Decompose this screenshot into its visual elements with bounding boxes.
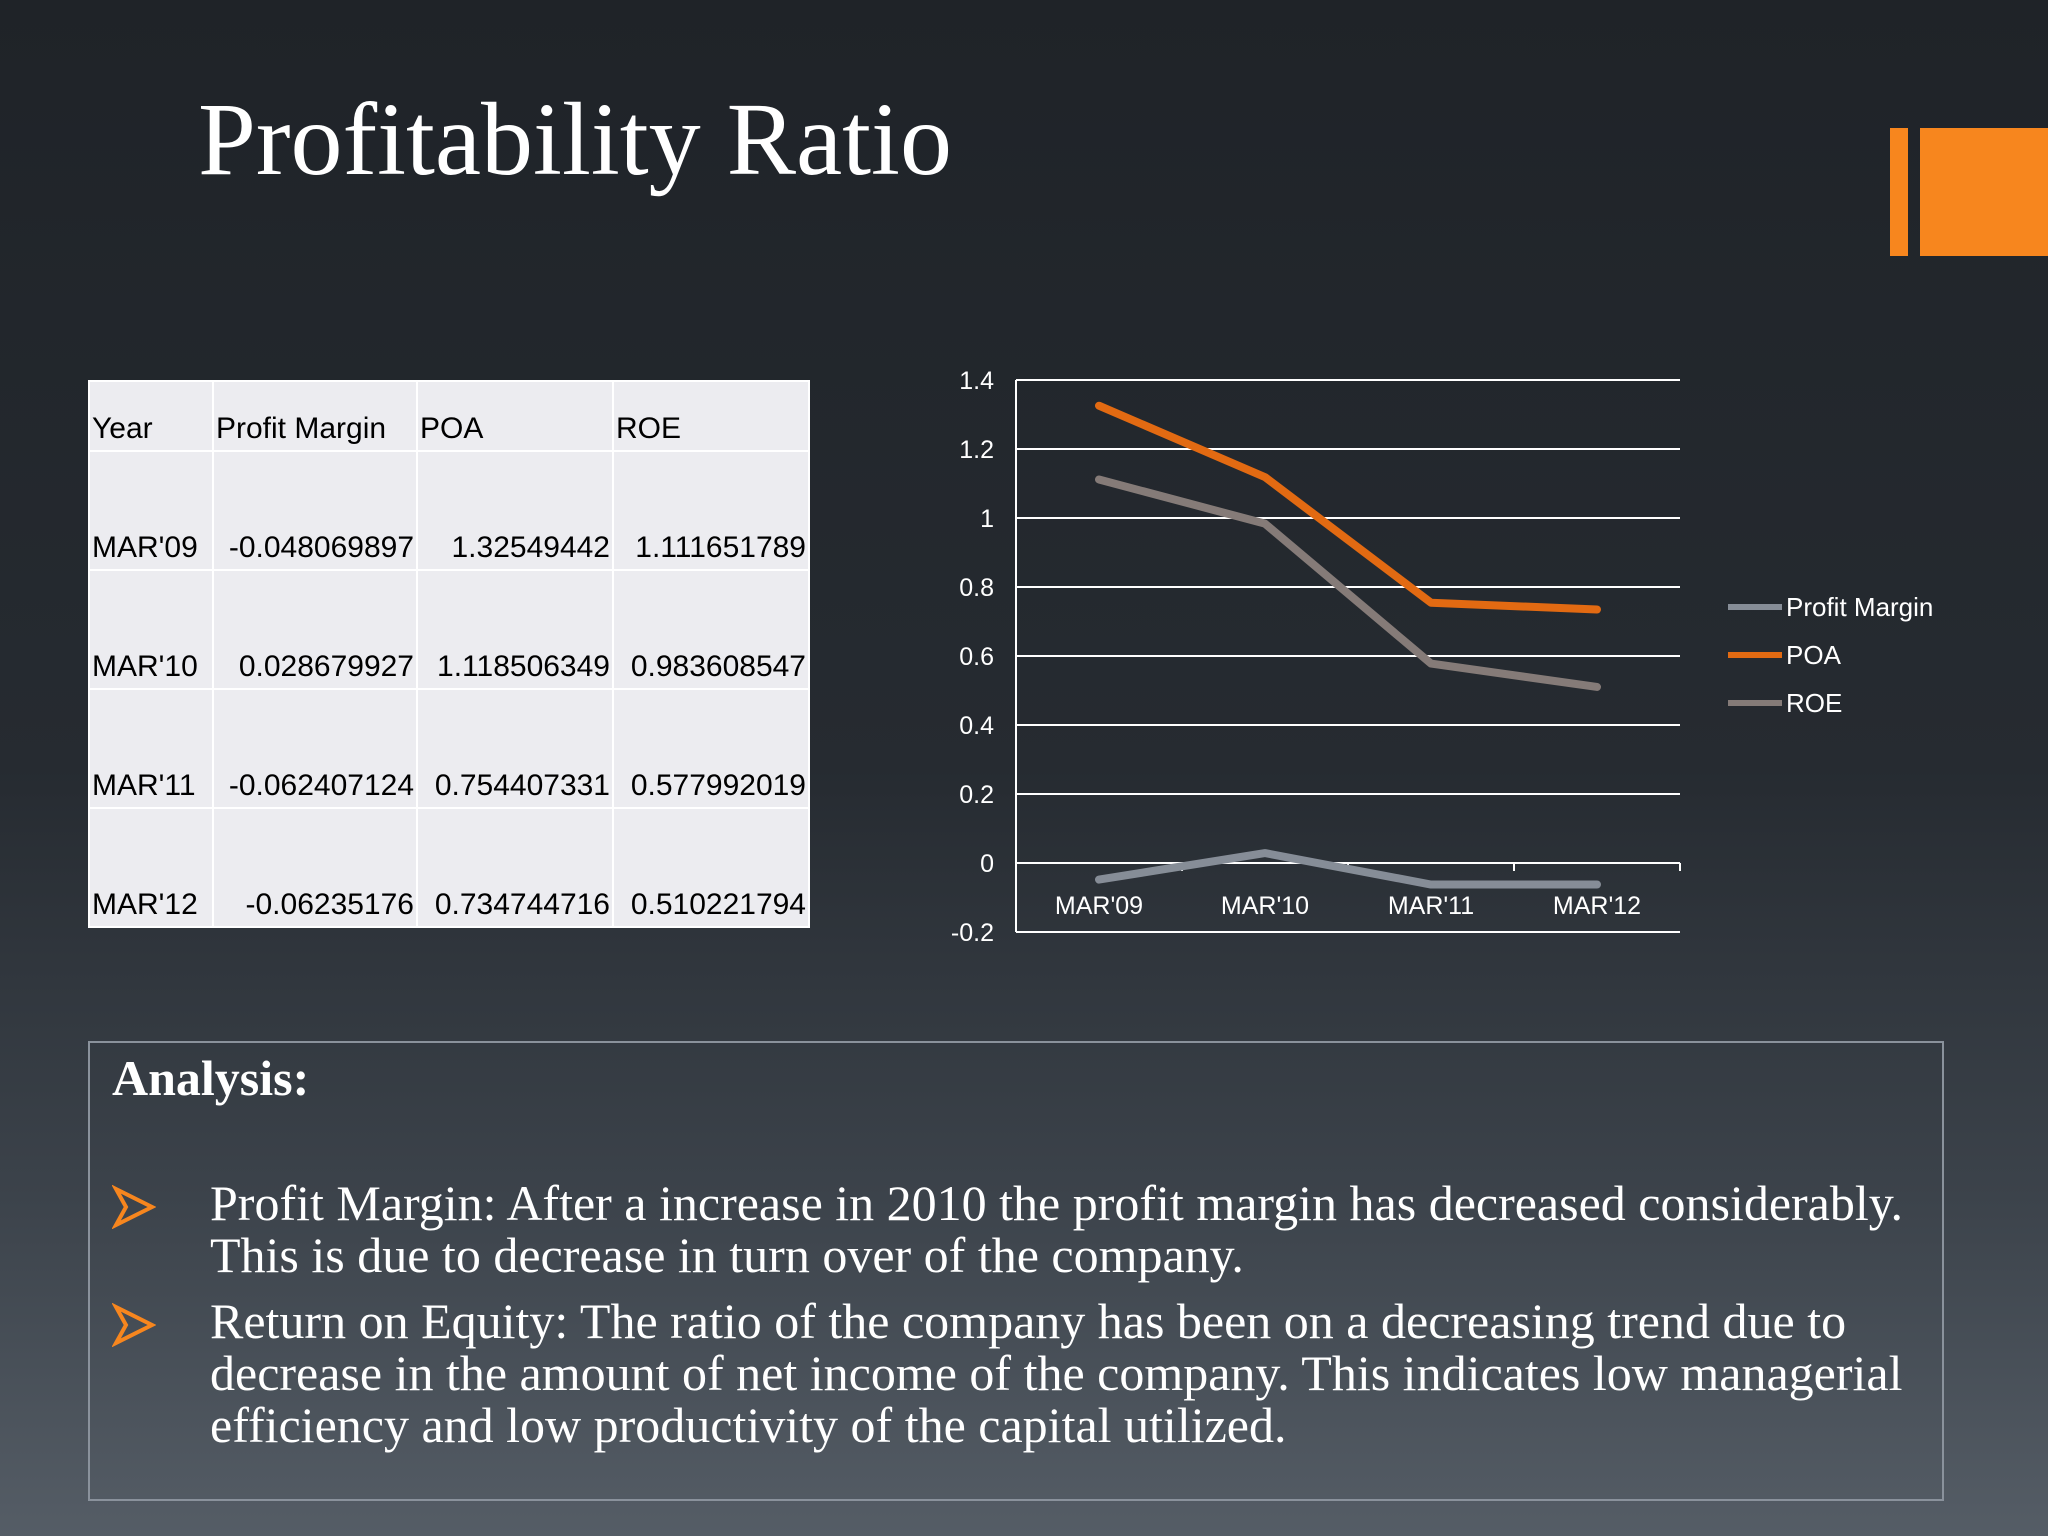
- x-tick-label: MAR'09: [1055, 892, 1143, 920]
- table-cell: -0.06235176: [212, 807, 418, 928]
- accent-bar: [1890, 128, 1908, 256]
- table-cell: 0.983608547: [612, 569, 810, 690]
- table-cell: 0.734744716: [416, 807, 614, 928]
- table-cell-year: MAR'09: [88, 450, 214, 571]
- table-cell-year: MAR'11: [88, 688, 214, 809]
- y-tick-label: 0.6: [959, 643, 994, 671]
- table-cell: 0.754407331: [416, 688, 614, 809]
- table-row: MAR'11 -0.062407124 0.754407331 0.577992…: [88, 688, 810, 809]
- table-header-cell: ROE: [612, 380, 810, 452]
- accent-block: [1920, 128, 2048, 256]
- series-line-profit-margin: [1095, 849, 1601, 889]
- table-cell: 1.32549442: [416, 450, 614, 571]
- table-cell-year: MAR'12: [88, 807, 214, 928]
- ratio-table: Year Profit Margin POA ROE MAR'09 -0.048…: [88, 380, 810, 928]
- slide-title: Profitability Ratio: [198, 82, 952, 197]
- table-cell-year: MAR'10: [88, 569, 214, 690]
- analysis-heading: Analysis:: [112, 1050, 310, 1106]
- table-cell: -0.062407124: [212, 688, 418, 809]
- legend-label: ROE: [1786, 688, 1842, 718]
- analysis-bullet: Return on Equity: The ratio of the compa…: [112, 1295, 1912, 1451]
- analysis-bullet-text: Return on Equity: The ratio of the compa…: [210, 1293, 1903, 1453]
- legend-label: POA: [1786, 640, 1842, 670]
- series-line-roe: [1095, 475, 1601, 691]
- y-tick-label: 1.4: [959, 367, 994, 395]
- arrow-bullet-icon: [112, 1185, 156, 1229]
- table-row: MAR'10 0.028679927 1.118506349 0.9836085…: [88, 569, 810, 690]
- y-tick-label: 0.8: [959, 574, 994, 602]
- table-header-cell: POA: [416, 380, 614, 452]
- analysis-bullet-text: Profit Margin: After a increase in 2010 …: [210, 1175, 1903, 1283]
- table-cell: 0.577992019: [612, 688, 810, 809]
- legend-label: Profit Margin: [1786, 592, 1933, 622]
- y-tick-label: 0.4: [959, 712, 994, 740]
- table-cell: 0.510221794: [612, 807, 810, 928]
- y-tick-label: 0: [980, 850, 994, 878]
- table-row: MAR'09 -0.048069897 1.32549442 1.1116517…: [88, 450, 810, 571]
- x-tick-label: MAR'11: [1388, 892, 1474, 920]
- x-tick-label: MAR'12: [1553, 892, 1641, 920]
- y-tick-label: -0.2: [951, 919, 994, 947]
- y-tick-label: 0.2: [959, 781, 994, 809]
- table-cell: -0.048069897: [212, 450, 418, 571]
- y-tick-label: 1.2: [959, 436, 994, 464]
- arrow-bullet-icon: [112, 1303, 156, 1347]
- y-tick-label: 1: [980, 505, 994, 533]
- x-tick-label: MAR'10: [1221, 892, 1309, 920]
- table-header-cell: Profit Margin: [212, 380, 418, 452]
- analysis-box: Analysis: Profit Margin: After a increas…: [88, 1041, 1944, 1501]
- table-cell: 1.118506349: [416, 569, 614, 690]
- analysis-bullet: Profit Margin: After a increase in 2010 …: [112, 1177, 1912, 1281]
- table-cell: 1.111651789: [612, 450, 810, 571]
- table-header-cell: Year: [88, 380, 214, 452]
- table-header-row: Year Profit Margin POA ROE: [88, 380, 810, 452]
- series-line-poa: [1095, 401, 1601, 614]
- table-cell: 0.028679927: [212, 569, 418, 690]
- line-chart: 1.4 1.2 1 0.8 0.6 0.4 0.2 0 -0.2 MAR'09 MAR'10 MAR'…: [951, 367, 1933, 947]
- table-row: MAR'12 -0.06235176 0.734744716 0.5102217…: [88, 807, 810, 928]
